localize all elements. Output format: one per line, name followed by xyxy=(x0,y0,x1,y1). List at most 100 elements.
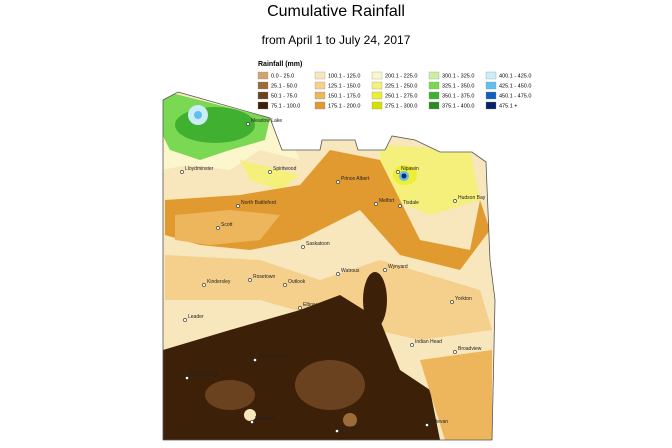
place-name: Kindersley xyxy=(207,279,231,285)
legend-label: 250.1 - 275.0 xyxy=(385,94,417,100)
places: Meadow Lake Lloydminster Spiritwood Prince … xyxy=(180,118,486,433)
legend-swatch xyxy=(314,91,326,100)
place-marker xyxy=(453,350,457,354)
place-name: Hudson Bay xyxy=(458,195,486,201)
legend-swatch xyxy=(257,101,269,110)
place-marker xyxy=(250,420,254,424)
place-marker xyxy=(268,170,272,174)
legend-swatch xyxy=(428,81,440,90)
place-marker xyxy=(410,343,414,347)
legend-label: 475.1 + xyxy=(499,104,518,110)
legend-label: 300.1 - 325.0 xyxy=(442,74,474,80)
place-marker xyxy=(183,318,187,322)
place-marker xyxy=(185,376,189,380)
legend-label: 350.1 - 375.0 xyxy=(442,94,474,100)
legend-label: 200.1 - 225.0 xyxy=(385,74,417,80)
place-name: Wynyard xyxy=(388,264,408,270)
place-marker xyxy=(383,268,387,272)
legend-swatch xyxy=(257,71,269,80)
legend-label: 325.1 - 350.0 xyxy=(442,84,474,90)
legend-swatch xyxy=(428,91,440,100)
legend-swatch xyxy=(485,81,497,90)
place-name: Saskatoon xyxy=(306,241,330,247)
place-marker xyxy=(246,122,250,126)
place-name: Lloydminster xyxy=(185,166,214,172)
legend-label: 75.1 - 100.0 xyxy=(271,104,300,110)
place-marker xyxy=(374,202,378,206)
place-name: North Battleford xyxy=(241,200,276,206)
place-marker xyxy=(450,300,454,304)
legend-swatch xyxy=(314,101,326,110)
legend-label: 275.1 - 300.0 xyxy=(385,104,417,110)
place-name: Meadow Lake xyxy=(251,118,282,124)
legend-swatch xyxy=(371,91,383,100)
legend-label: 425.1 - 450.0 xyxy=(499,84,531,90)
place-marker xyxy=(396,170,400,174)
place-name: Indian Head xyxy=(415,339,442,345)
legend-label: 150.1 - 175.0 xyxy=(328,94,360,100)
place-marker xyxy=(283,283,287,287)
legend-label: 450.1 - 475.0 xyxy=(499,94,531,100)
place-name: Maple Creek xyxy=(190,372,219,378)
place-name: Leader xyxy=(188,314,204,320)
place-name: Rosetown xyxy=(253,274,275,280)
place-name: Scott xyxy=(221,222,233,228)
place-marker xyxy=(336,180,340,184)
place-name: Broadview xyxy=(458,346,482,352)
legend-label: 125.1 - 150.0 xyxy=(328,84,360,90)
place-marker xyxy=(180,170,184,174)
legend-swatch xyxy=(485,91,497,100)
legend-label: 400.1 - 425.0 xyxy=(499,74,531,80)
legend-swatch xyxy=(428,101,440,110)
legend-swatch xyxy=(428,71,440,80)
place-marker xyxy=(335,429,339,433)
province-outline xyxy=(162,91,496,441)
legend-swatch xyxy=(371,81,383,90)
place-marker xyxy=(398,204,402,208)
legend-swatch xyxy=(314,81,326,90)
legend-label: 375.1 - 400.0 xyxy=(442,104,474,110)
rainfall-map xyxy=(163,92,495,440)
legend-swatch xyxy=(257,81,269,90)
place-name: Spiritwood xyxy=(273,166,297,172)
legend-swatch xyxy=(257,91,269,100)
place-name: Coronach xyxy=(340,425,362,431)
place-name: Tisdale xyxy=(403,200,419,206)
legend-label: 0.0 - 25.0 xyxy=(271,74,294,80)
legend-title: Rainfall (mm) xyxy=(258,61,302,68)
legend-label: 225.1 - 250.0 xyxy=(385,84,417,90)
legend-label: 175.1 - 200.0 xyxy=(328,104,360,110)
legend-swatch xyxy=(485,101,497,110)
place-name: Watrous xyxy=(341,268,360,274)
place-marker xyxy=(202,283,206,287)
legend: 0.0 - 25.0 25.1 - 50.0 50.1 - 75.0 75.1 - 1… xyxy=(257,71,531,110)
place-marker xyxy=(216,226,220,230)
legend-swatch xyxy=(314,71,326,80)
place-name: Swift Current xyxy=(258,354,288,360)
place-marker xyxy=(248,278,252,282)
place-name: Outlook xyxy=(288,279,306,285)
legend-swatch xyxy=(371,101,383,110)
subtitle: from April 1 to July 24, 2017 xyxy=(262,33,411,47)
place-marker xyxy=(236,204,240,208)
place-name: Prince Albert xyxy=(341,176,370,182)
place-name: Val Marie xyxy=(255,416,276,422)
legend-swatch xyxy=(371,71,383,80)
legend-label: 50.1 - 75.0 xyxy=(271,94,297,100)
place-name: Melfort xyxy=(379,198,395,204)
title: Cumulative Rainfall xyxy=(267,3,405,20)
legend-label: 100.1 - 125.0 xyxy=(328,74,360,80)
place-marker xyxy=(253,358,257,362)
place-marker xyxy=(425,423,429,427)
legend-label: 25.1 - 50.0 xyxy=(271,84,297,90)
place-name: Nipawin xyxy=(401,166,419,172)
place-marker xyxy=(453,199,457,203)
place-marker xyxy=(301,245,305,249)
place-name: Yorkton xyxy=(455,296,472,302)
legend-swatch xyxy=(485,71,497,80)
place-name: Estevan xyxy=(430,419,448,425)
place-marker xyxy=(298,306,302,310)
place-marker xyxy=(336,272,340,276)
place-name: Elbow xyxy=(303,302,317,308)
